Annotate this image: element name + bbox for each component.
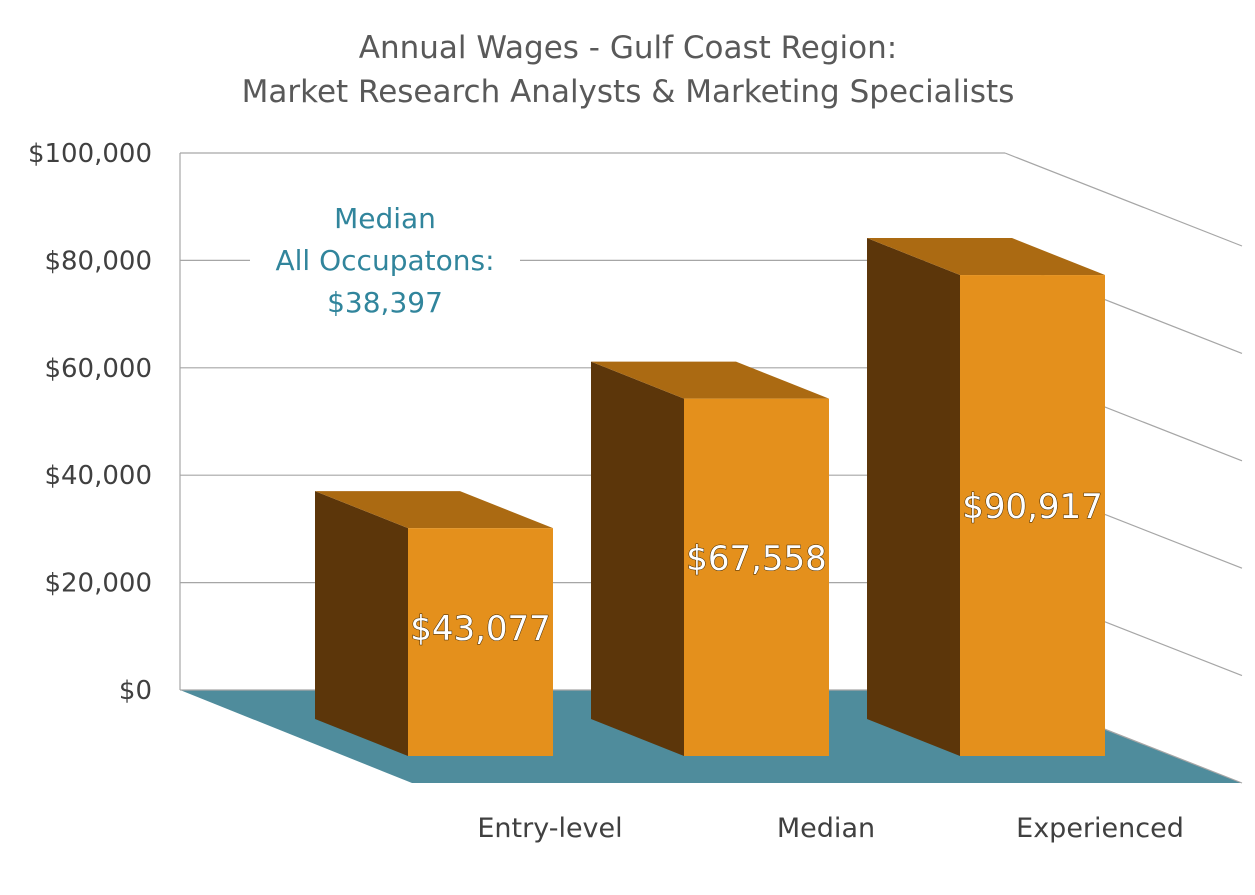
bar-side-face — [867, 238, 960, 756]
y-tick-label: $80,000 — [44, 246, 152, 276]
bar-value-label: $43,077 — [410, 609, 551, 649]
y-tick-label: $40,000 — [44, 461, 152, 491]
bar-side-face — [591, 361, 684, 756]
bar-front-face — [408, 528, 553, 756]
bar-median: $67,558 — [591, 361, 829, 756]
x-category-label: Experienced — [1016, 813, 1184, 844]
bar-side-face — [315, 491, 408, 756]
bar-top-face — [315, 491, 553, 529]
bar-front-face — [684, 398, 829, 756]
chart-title-line-1: Annual Wages - Gulf Coast Region: — [359, 30, 897, 66]
annotation-line-1: Median — [334, 202, 436, 235]
annotation-line-2: All Occupatons: — [276, 244, 495, 277]
gridlines — [179, 152, 1243, 784]
bar-value-label: $90,917 — [962, 487, 1103, 527]
bar-entry-level: $43,077 — [315, 491, 553, 756]
gridline-side — [1004, 152, 1243, 247]
bar-value-label: $67,558 — [686, 539, 827, 579]
bar-front-face — [960, 275, 1105, 756]
y-tick-label: $60,000 — [44, 354, 152, 384]
x-category-label: Entry-level — [477, 813, 622, 844]
bar-top-face — [867, 238, 1105, 276]
bar-experienced: $90,917 — [867, 238, 1105, 756]
x-axis: Entry-level Median Experienced — [477, 813, 1184, 844]
chart-title-line-2: Market Research Analysts & Marketing Spe… — [242, 74, 1015, 110]
x-category-label: Median — [777, 813, 875, 844]
median-annotation: Median All Occupatons: $38,397 — [276, 202, 495, 319]
bars: $43,077 $67,558 $90,917 — [315, 238, 1105, 756]
bar-top-face — [591, 361, 829, 399]
annotation-background — [250, 245, 520, 275]
y-tick-label: $20,000 — [44, 569, 152, 599]
y-tick-label: $0 — [119, 676, 152, 706]
annotation-line-3: $38,397 — [327, 286, 443, 319]
y-axis: $0 $20,000 $40,000 $60,000 $80,000 $100,000 — [28, 139, 152, 706]
y-tick-label: $100,000 — [28, 139, 152, 169]
